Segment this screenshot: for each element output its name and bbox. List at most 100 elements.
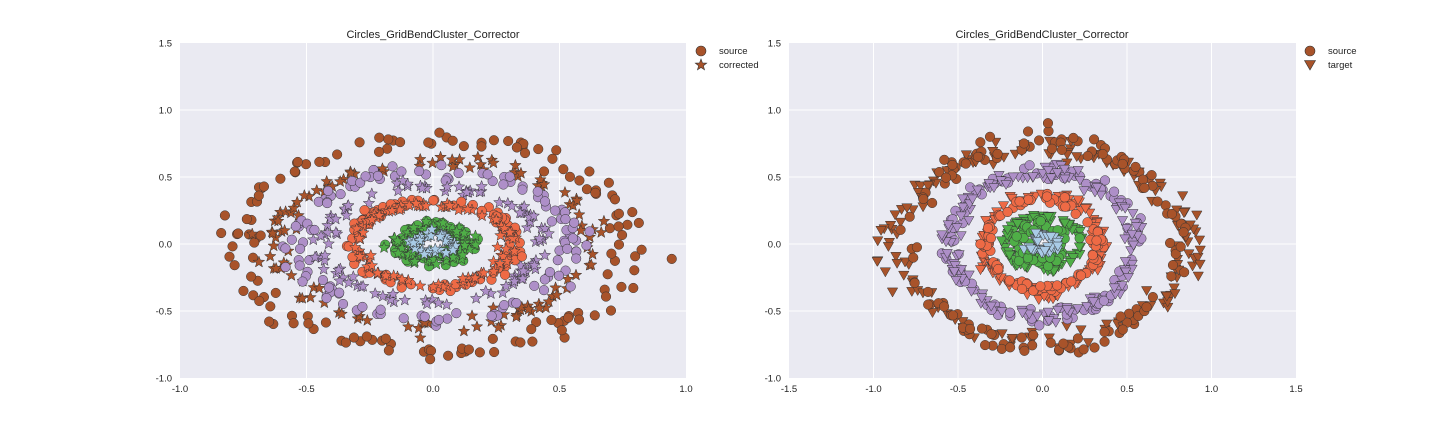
scatter-point-target	[957, 202, 969, 213]
scatter-point-corrected	[434, 150, 447, 163]
scatter-point-corrected	[317, 262, 331, 275]
scatter-point-corrected	[508, 274, 521, 287]
scatter-point-source	[1139, 182, 1150, 193]
scatter-point-target	[948, 267, 960, 278]
scatter-point-source	[553, 270, 565, 281]
scatter-point-corrected	[584, 258, 598, 271]
scatter-point-target	[1071, 152, 1083, 163]
scatter-point-source	[539, 274, 550, 285]
scatter-point-corrected	[304, 290, 317, 303]
scatter-point-target	[1052, 241, 1064, 252]
x-tick-label: 1.5	[1289, 384, 1302, 395]
scatter-point-target	[914, 181, 927, 192]
scatter-point-source	[1146, 170, 1157, 181]
scatter-point-source	[489, 346, 500, 358]
scatter-point-source	[630, 251, 641, 262]
scatter-point-source	[1170, 248, 1181, 259]
y-tick-label: 1.5	[159, 39, 172, 50]
scatter-point-source	[246, 271, 257, 282]
scatter-point-source	[1028, 329, 1039, 341]
scatter-point-source	[1152, 196, 1163, 207]
scatter-point-corrected	[475, 209, 489, 222]
scatter-point-corrected	[340, 208, 353, 221]
scatter-point-target	[1194, 259, 1206, 270]
scatter-point-source	[1099, 175, 1111, 186]
scatter-point-source	[569, 217, 580, 228]
scatter-point-corrected	[532, 231, 546, 245]
scatter-point-source	[1109, 186, 1120, 197]
scatter-point-target	[1081, 302, 1093, 313]
scatter-point-corrected	[428, 242, 442, 255]
scatter-point-source	[609, 194, 621, 205]
scatter-point-source	[488, 135, 499, 146]
scatter-point-source	[1089, 342, 1100, 353]
scatter-point-target	[1045, 232, 1057, 243]
scatter-point-target	[1023, 309, 1035, 320]
scatter-point-corrected	[550, 288, 564, 301]
scatter-point-source	[360, 171, 371, 182]
scatter-point-target	[1003, 250, 1016, 261]
triangle-down-icon	[1303, 60, 1317, 71]
scatter-point-source	[249, 237, 260, 248]
scatter-point-source	[1047, 143, 1058, 154]
scatter-point-corrected	[569, 268, 583, 281]
scatter-point-source	[1137, 174, 1148, 185]
scatter-point-source	[546, 216, 557, 227]
scatter-point-target	[1108, 283, 1120, 294]
scatter-point-source	[627, 207, 638, 218]
scatter-point-corrected	[594, 225, 608, 238]
scatter-point-source	[904, 211, 915, 222]
scatter-point-target	[1178, 208, 1190, 219]
legend-left: source corrected	[694, 45, 759, 71]
scatter-point-source	[254, 295, 265, 307]
scatter-point-target	[1120, 267, 1132, 278]
scatter-point-corrected	[499, 279, 513, 292]
scatter-point-corrected	[496, 249, 510, 262]
scatter-point-corrected	[297, 188, 311, 202]
x-tick-label: 1.0	[1205, 384, 1218, 395]
scatter-point-target	[1027, 172, 1039, 183]
scatter-point-corrected	[446, 243, 460, 256]
scatter-point-corrected	[310, 183, 324, 196]
scatter-point-corrected	[396, 173, 410, 187]
scatter-point-corrected	[425, 222, 439, 235]
scatter-point-source	[511, 298, 522, 309]
scatter-point-source	[321, 293, 332, 304]
scatter-point-source	[290, 221, 301, 232]
scatter-point-source	[354, 137, 365, 148]
scatter-point-source	[516, 251, 527, 262]
scatter-point-corrected	[395, 272, 409, 285]
scatter-point-target	[1095, 190, 1107, 201]
scatter-point-corrected	[415, 181, 429, 194]
scatter-point-target	[1191, 210, 1203, 221]
scatter-point-source	[474, 347, 485, 358]
scatter-point-target	[941, 249, 953, 260]
scatter-point-source	[547, 153, 558, 164]
scatter-point-source	[294, 260, 305, 271]
scatter-point-source	[375, 304, 386, 315]
scatter-point-source	[617, 229, 628, 241]
scatter-point-source	[258, 181, 270, 192]
scatter-point-target	[1101, 319, 1113, 330]
scatter-point-target	[1168, 283, 1180, 294]
scatter-point-source	[985, 233, 996, 244]
scatter-point-source	[560, 214, 571, 225]
scatter-point-corrected	[558, 185, 572, 198]
chart-title-left: Circles_GridBendCluster_Corrector	[346, 29, 519, 41]
scatter-point-source	[323, 185, 334, 196]
scatter-point-corrected	[570, 193, 584, 207]
scatter-point-source	[1166, 208, 1177, 220]
scatter-point-source	[434, 127, 445, 138]
scatter-point-source	[605, 305, 617, 316]
scatter-point-source	[241, 214, 252, 225]
scatter-point-target	[1126, 259, 1138, 270]
scatter-point-target	[1016, 308, 1029, 319]
scatter-point-source	[1058, 338, 1069, 349]
scatter-point-source	[286, 234, 297, 245]
scatter-point-corrected	[479, 284, 493, 297]
ticks-left: -1.0 -0.5 0.0 0.5 1.0 -1.0 -0.5 0.0 0.5 1.0 1.5	[156, 39, 693, 396]
scatter-point-source	[487, 333, 498, 344]
legend-label-target-right: target	[1328, 60, 1353, 71]
scatter-point-target	[1001, 225, 1014, 236]
